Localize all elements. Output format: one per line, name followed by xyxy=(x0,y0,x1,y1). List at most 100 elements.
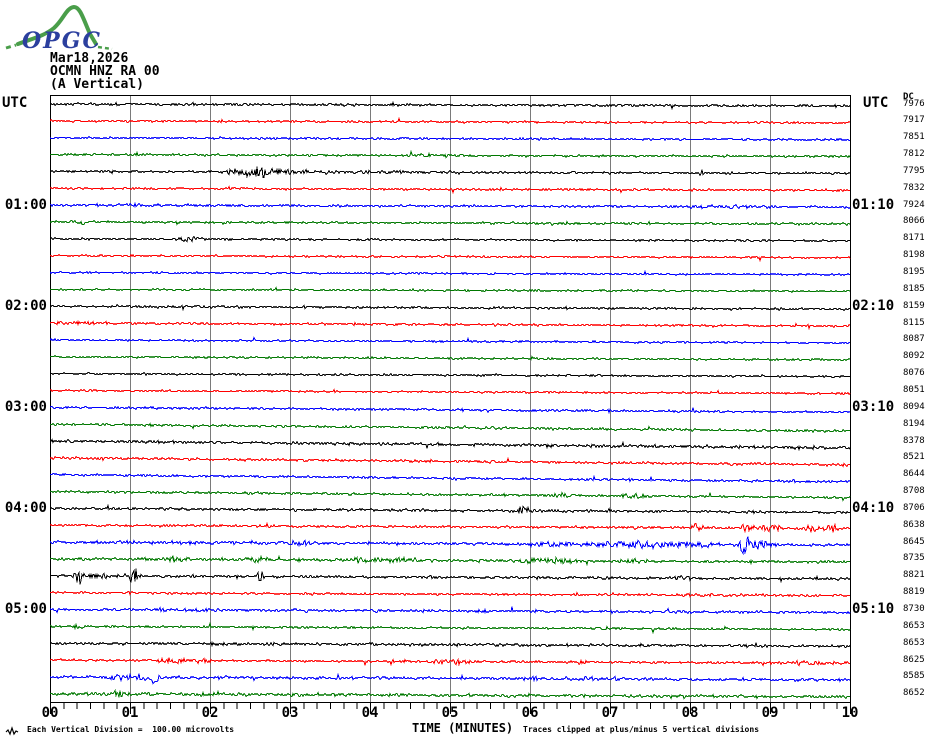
header-component: (A Vertical) xyxy=(50,77,144,92)
dc-value-01:00: 7924 xyxy=(903,200,925,210)
trace-row-03:50 xyxy=(50,489,851,502)
trace-row-02:40 xyxy=(50,371,850,379)
dc-value-03:30: 8521 xyxy=(903,452,925,462)
x-tick-label-04: 04 xyxy=(361,705,379,721)
logo-mountain-curve xyxy=(16,4,98,46)
dc-value-01:10: 8066 xyxy=(903,216,925,226)
trace-row-03:20 xyxy=(50,438,851,452)
trace-row-01:40 xyxy=(50,269,850,277)
trace-row-05:50 xyxy=(50,688,850,700)
trace-row-01:10 xyxy=(50,219,851,227)
trace-row-05:40 xyxy=(50,672,851,685)
x-tick-label-00: 00 xyxy=(41,705,59,721)
trace-row-01:20 xyxy=(50,235,850,243)
dc-value-00:10: 7917 xyxy=(903,115,925,125)
trace-row-00:50 xyxy=(50,185,850,195)
dc-value-05:10: 8653 xyxy=(903,621,925,631)
trace-row-05:30 xyxy=(50,656,850,667)
logo-curve-right-dash xyxy=(97,45,113,51)
utc-label-left: UTC xyxy=(2,95,28,111)
dc-value-01:20: 8171 xyxy=(903,233,925,243)
dc-value-04:20: 8645 xyxy=(903,537,925,547)
dc-value-04:50: 8819 xyxy=(903,587,925,597)
hour-label-right-03:10: 03:10 xyxy=(852,399,895,415)
dc-value-05:20: 8653 xyxy=(903,638,925,648)
trace-row-00:10 xyxy=(50,116,851,125)
dc-value-02:40: 8076 xyxy=(903,368,925,378)
x-tick-label-02: 02 xyxy=(201,705,219,721)
hour-label-right-04:10: 04:10 xyxy=(852,500,895,516)
x-tick-label-09: 09 xyxy=(761,705,779,721)
dc-value-02:10: 8115 xyxy=(903,318,925,328)
dc-value-04:00: 8706 xyxy=(903,503,925,513)
vertical-division-note: Each Vertical Division = 100.00 microvol… xyxy=(27,725,235,734)
dc-value-03:20: 8378 xyxy=(903,436,925,446)
trace-row-04:50 xyxy=(50,590,850,598)
opgc-logo: OPGC xyxy=(5,4,113,54)
trace-row-01:30 xyxy=(50,253,851,263)
hour-label-right-05:10: 05:10 xyxy=(852,601,895,617)
x-tick-label-10: 10 xyxy=(841,705,859,721)
dc-value-02:20: 8087 xyxy=(903,334,925,344)
x-tick-label-06: 06 xyxy=(521,705,539,721)
logo-text: OPGC xyxy=(22,28,102,54)
trace-row-04:20 xyxy=(50,536,851,556)
x-tick-label-05: 05 xyxy=(441,705,459,721)
trace-row-05:10 xyxy=(50,621,851,635)
dc-value-02:00: 8159 xyxy=(903,301,925,311)
trace-row-03:30 xyxy=(50,455,850,468)
trace-row-00:00 xyxy=(50,100,851,111)
plot-frame xyxy=(50,95,851,703)
trace-row-03:00 xyxy=(50,405,851,415)
trace-row-00:40 xyxy=(50,166,851,179)
dc-value-03:10: 8194 xyxy=(903,419,925,429)
dc-value-05:00: 8730 xyxy=(903,604,925,614)
x-tick-label-08: 08 xyxy=(681,705,699,721)
dc-value-02:50: 8051 xyxy=(903,385,925,395)
dc-value-01:50: 8185 xyxy=(903,284,925,294)
hour-label-left-03:00: 03:00 xyxy=(4,399,47,415)
trace-row-02:10 xyxy=(50,320,851,331)
header-date: Mar18,2026 xyxy=(50,51,129,66)
utc-label-right: UTC xyxy=(863,95,889,111)
trace-row-05:00 xyxy=(50,606,851,615)
dc-value-03:00: 8094 xyxy=(903,402,925,412)
dc-value-03:40: 8644 xyxy=(903,469,925,479)
x-tick-label-07: 07 xyxy=(601,705,619,721)
dc-value-01:40: 8195 xyxy=(903,267,925,277)
trace-row-02:50 xyxy=(50,388,851,396)
trace-row-00:30 xyxy=(50,149,851,159)
trace-row-02:20 xyxy=(50,336,850,345)
trace-row-04:40 xyxy=(50,568,851,585)
dc-value-00:50: 7832 xyxy=(903,183,925,193)
dc-value-00:40: 7795 xyxy=(903,166,925,176)
hour-label-left-04:00: 04:00 xyxy=(4,500,47,516)
x-tick-label-01: 01 xyxy=(121,705,139,721)
dc-column-label: DC xyxy=(903,92,914,102)
trace-row-04:30 xyxy=(50,554,850,567)
traces-plot xyxy=(50,95,851,703)
dc-value-01:30: 8198 xyxy=(903,250,925,260)
dc-value-02:30: 8092 xyxy=(903,351,925,361)
hour-label-right-01:10: 01:10 xyxy=(852,197,895,213)
waveform-icon xyxy=(5,726,19,736)
dc-value-03:50: 8708 xyxy=(903,486,925,496)
trace-row-04:10 xyxy=(50,521,850,534)
trace-row-02:30 xyxy=(50,354,851,362)
dc-value-04:40: 8821 xyxy=(903,570,925,580)
trace-row-03:40 xyxy=(50,472,851,484)
dc-value-00:00: 7976 xyxy=(903,99,925,109)
trace-row-02:00 xyxy=(50,303,850,312)
trace-row-01:00 xyxy=(50,201,851,210)
hour-label-left-02:00: 02:00 xyxy=(4,298,47,314)
dc-value-00:20: 7851 xyxy=(903,132,925,142)
logo-curve-left-dash xyxy=(5,43,17,50)
helicorder-plot-area xyxy=(50,95,851,704)
trace-row-00:20 xyxy=(50,135,850,142)
header-station-code: OCMN HNZ RA 00 xyxy=(50,64,160,79)
minute-tick-axis xyxy=(50,703,851,714)
dc-value-04:10: 8638 xyxy=(903,520,925,530)
x-tick-label-03: 03 xyxy=(281,705,299,721)
clip-note: Traces clipped at plus/minus 5 vertical … xyxy=(523,725,760,734)
dc-value-05:50: 8652 xyxy=(903,688,925,698)
